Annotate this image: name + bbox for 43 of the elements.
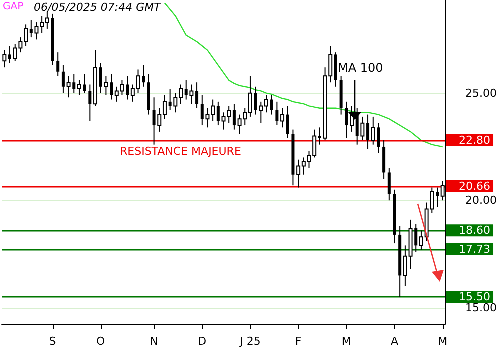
x-tick-label: J 25 xyxy=(239,335,261,348)
candlestick xyxy=(366,114,370,150)
ref-line-label: 22.80 xyxy=(459,134,491,148)
x-tick-label: S xyxy=(49,335,56,348)
ref-line-label: 18.60 xyxy=(459,224,491,238)
candlestick xyxy=(388,168,391,202)
candlestick xyxy=(83,74,86,94)
ref-line-label: 20.66 xyxy=(459,180,491,193)
x-tick-label: M xyxy=(438,335,448,348)
text: MA 100 xyxy=(338,61,384,75)
ref-line-label: 17.73 xyxy=(459,242,491,256)
ref-line-label: 15.50 xyxy=(459,290,491,304)
x-tick-label: M xyxy=(342,335,352,348)
candlestick xyxy=(436,187,439,208)
x-tick-label: A xyxy=(390,335,399,348)
candlestick xyxy=(88,84,92,122)
candlestick xyxy=(2,50,7,68)
candlestick xyxy=(345,101,348,139)
candlestick xyxy=(270,94,274,116)
y-tick-label: 25.00 xyxy=(466,86,498,100)
x-tick-label: D xyxy=(198,335,207,348)
candlestick xyxy=(126,76,130,100)
annotation: GAP xyxy=(3,2,24,12)
candlestick xyxy=(8,46,12,64)
candlestick xyxy=(318,127,322,146)
candlestick xyxy=(216,101,220,126)
candlestick xyxy=(110,74,114,100)
x-tick-label: N xyxy=(150,335,158,348)
candlestick xyxy=(56,52,60,77)
candlestick xyxy=(196,82,199,109)
y-tick-label: 15.00 xyxy=(466,301,498,314)
line-series xyxy=(164,2,444,148)
x-tick-label: O xyxy=(96,335,106,348)
candlestick xyxy=(276,101,279,126)
candlestick xyxy=(232,104,236,130)
x-tick-label: F xyxy=(295,335,302,348)
candlestick xyxy=(286,106,290,139)
y-tick-label: 20.00 xyxy=(466,194,498,208)
annotation: RESISTANCE MAJEURE xyxy=(120,145,242,158)
annotation: 06/05/2025 07:44 GMT xyxy=(34,1,162,14)
candlestick xyxy=(62,64,65,94)
candlestick xyxy=(280,108,285,128)
candlestick xyxy=(77,80,82,96)
